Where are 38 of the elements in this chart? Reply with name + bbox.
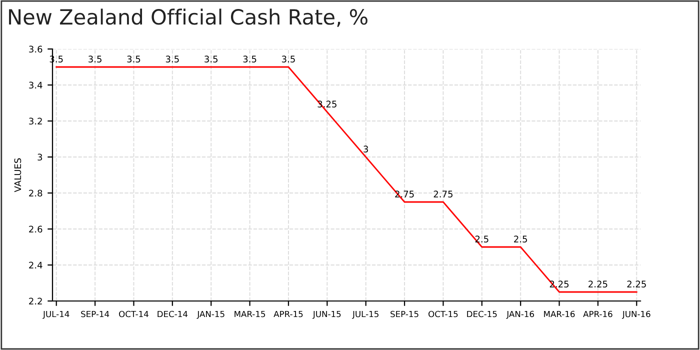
x-tick-label: JUL-14 bbox=[42, 310, 70, 319]
data-label: 2.5 bbox=[514, 236, 527, 242]
chart-title: New Zealand Official Cash Rate, % bbox=[9, 8, 368, 27]
data-label: 3.5 bbox=[127, 56, 140, 62]
x-tick-label: APR-15 bbox=[274, 310, 303, 318]
x-tick-label: SEP-14 bbox=[81, 310, 110, 318]
y-tick-label: 3.6 bbox=[29, 46, 42, 53]
data-label: 3.5 bbox=[282, 56, 295, 62]
data-label: 2.75 bbox=[434, 190, 452, 198]
x-tick-label: DEC-15 bbox=[467, 310, 497, 318]
data-label: 3.5 bbox=[243, 56, 256, 62]
data-label: 2.5 bbox=[475, 236, 488, 242]
x-tick-label: JAN-15 bbox=[196, 310, 224, 319]
y-tick-label: 3.4 bbox=[29, 82, 42, 89]
x-tick-label: MAR-16 bbox=[544, 310, 575, 318]
data-label: 3 bbox=[364, 146, 368, 152]
y-tick-label: 2.2 bbox=[29, 298, 42, 304]
x-tick-label: MAR-15 bbox=[234, 310, 266, 318]
data-label: 3.5 bbox=[166, 56, 179, 62]
x-tick-label: JUN-15 bbox=[312, 310, 341, 319]
x-tick-label: DEC-14 bbox=[158, 310, 188, 318]
x-tick-label: JAN-16 bbox=[506, 310, 534, 319]
y-axis-title: VALUES bbox=[14, 158, 22, 192]
y-tick-label: 3.2 bbox=[29, 118, 42, 125]
x-tick-label: JUN-16 bbox=[622, 310, 650, 319]
x-tick-label: SEP-15 bbox=[390, 310, 418, 318]
x-tick-label: APR-16 bbox=[583, 310, 612, 318]
data-label: 2.25 bbox=[627, 280, 646, 288]
y-tick-label: 3 bbox=[38, 154, 42, 161]
data-label: 3.5 bbox=[88, 56, 102, 62]
data-label: 3.5 bbox=[204, 56, 218, 62]
y-tick-label: 2.6 bbox=[29, 226, 42, 233]
x-tick-label: JUL-15 bbox=[352, 310, 378, 319]
y-tick-label: 2.8 bbox=[29, 190, 42, 197]
data-label: 2.25 bbox=[588, 280, 608, 288]
x-tick-label: OCT-15 bbox=[428, 310, 458, 318]
y-tick-label: 2.4 bbox=[29, 262, 42, 268]
x-tick-label: OCT-14 bbox=[119, 310, 148, 318]
